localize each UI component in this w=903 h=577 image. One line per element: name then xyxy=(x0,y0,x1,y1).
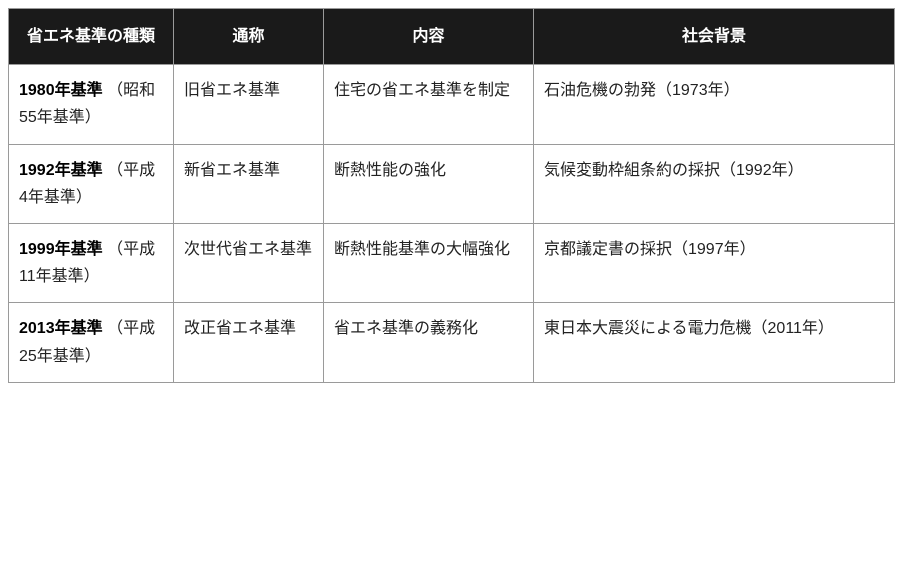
cell-content: 省エネ基準の義務化 xyxy=(324,303,534,382)
cell-content: 断熱性能の強化 xyxy=(324,144,534,223)
cell-context: 東日本大震災による電力危機（2011年） xyxy=(534,303,895,382)
type-bold: 2013年基準 xyxy=(19,320,103,337)
cell-type: 1980年基準 （昭和55年基準） xyxy=(9,65,174,144)
type-bold: 1992年基準 xyxy=(19,162,103,179)
table-row: 1980年基準 （昭和55年基準） 旧省エネ基準 住宅の省エネ基準を制定 石油危… xyxy=(9,65,895,144)
cell-nickname: 旧省エネ基準 xyxy=(174,65,324,144)
cell-content: 住宅の省エネ基準を制定 xyxy=(324,65,534,144)
cell-content: 断熱性能基準の大幅強化 xyxy=(324,223,534,302)
cell-nickname: 新省エネ基準 xyxy=(174,144,324,223)
cell-context: 京都議定書の採択（1997年） xyxy=(534,223,895,302)
header-content: 内容 xyxy=(324,9,534,65)
cell-type: 2013年基準 （平成25年基準） xyxy=(9,303,174,382)
type-bold: 1999年基準 xyxy=(19,241,103,258)
header-type: 省エネ基準の種類 xyxy=(9,9,174,65)
header-nickname: 通称 xyxy=(174,9,324,65)
table-header-row: 省エネ基準の種類 通称 内容 社会背景 xyxy=(9,9,895,65)
cell-context: 気候変動枠組条約の採択（1992年） xyxy=(534,144,895,223)
cell-type: 1999年基準 （平成11年基準） xyxy=(9,223,174,302)
type-bold: 1980年基準 xyxy=(19,82,103,99)
cell-nickname: 改正省エネ基準 xyxy=(174,303,324,382)
energy-standards-table: 省エネ基準の種類 通称 内容 社会背景 1980年基準 （昭和55年基準） 旧省… xyxy=(8,8,895,383)
cell-type: 1992年基準 （平成4年基準） xyxy=(9,144,174,223)
cell-nickname: 次世代省エネ基準 xyxy=(174,223,324,302)
table-row: 2013年基準 （平成25年基準） 改正省エネ基準 省エネ基準の義務化 東日本大… xyxy=(9,303,895,382)
cell-context: 石油危機の勃発（1973年） xyxy=(534,65,895,144)
header-context: 社会背景 xyxy=(534,9,895,65)
table-row: 1992年基準 （平成4年基準） 新省エネ基準 断熱性能の強化 気候変動枠組条約… xyxy=(9,144,895,223)
table-row: 1999年基準 （平成11年基準） 次世代省エネ基準 断熱性能基準の大幅強化 京… xyxy=(9,223,895,302)
